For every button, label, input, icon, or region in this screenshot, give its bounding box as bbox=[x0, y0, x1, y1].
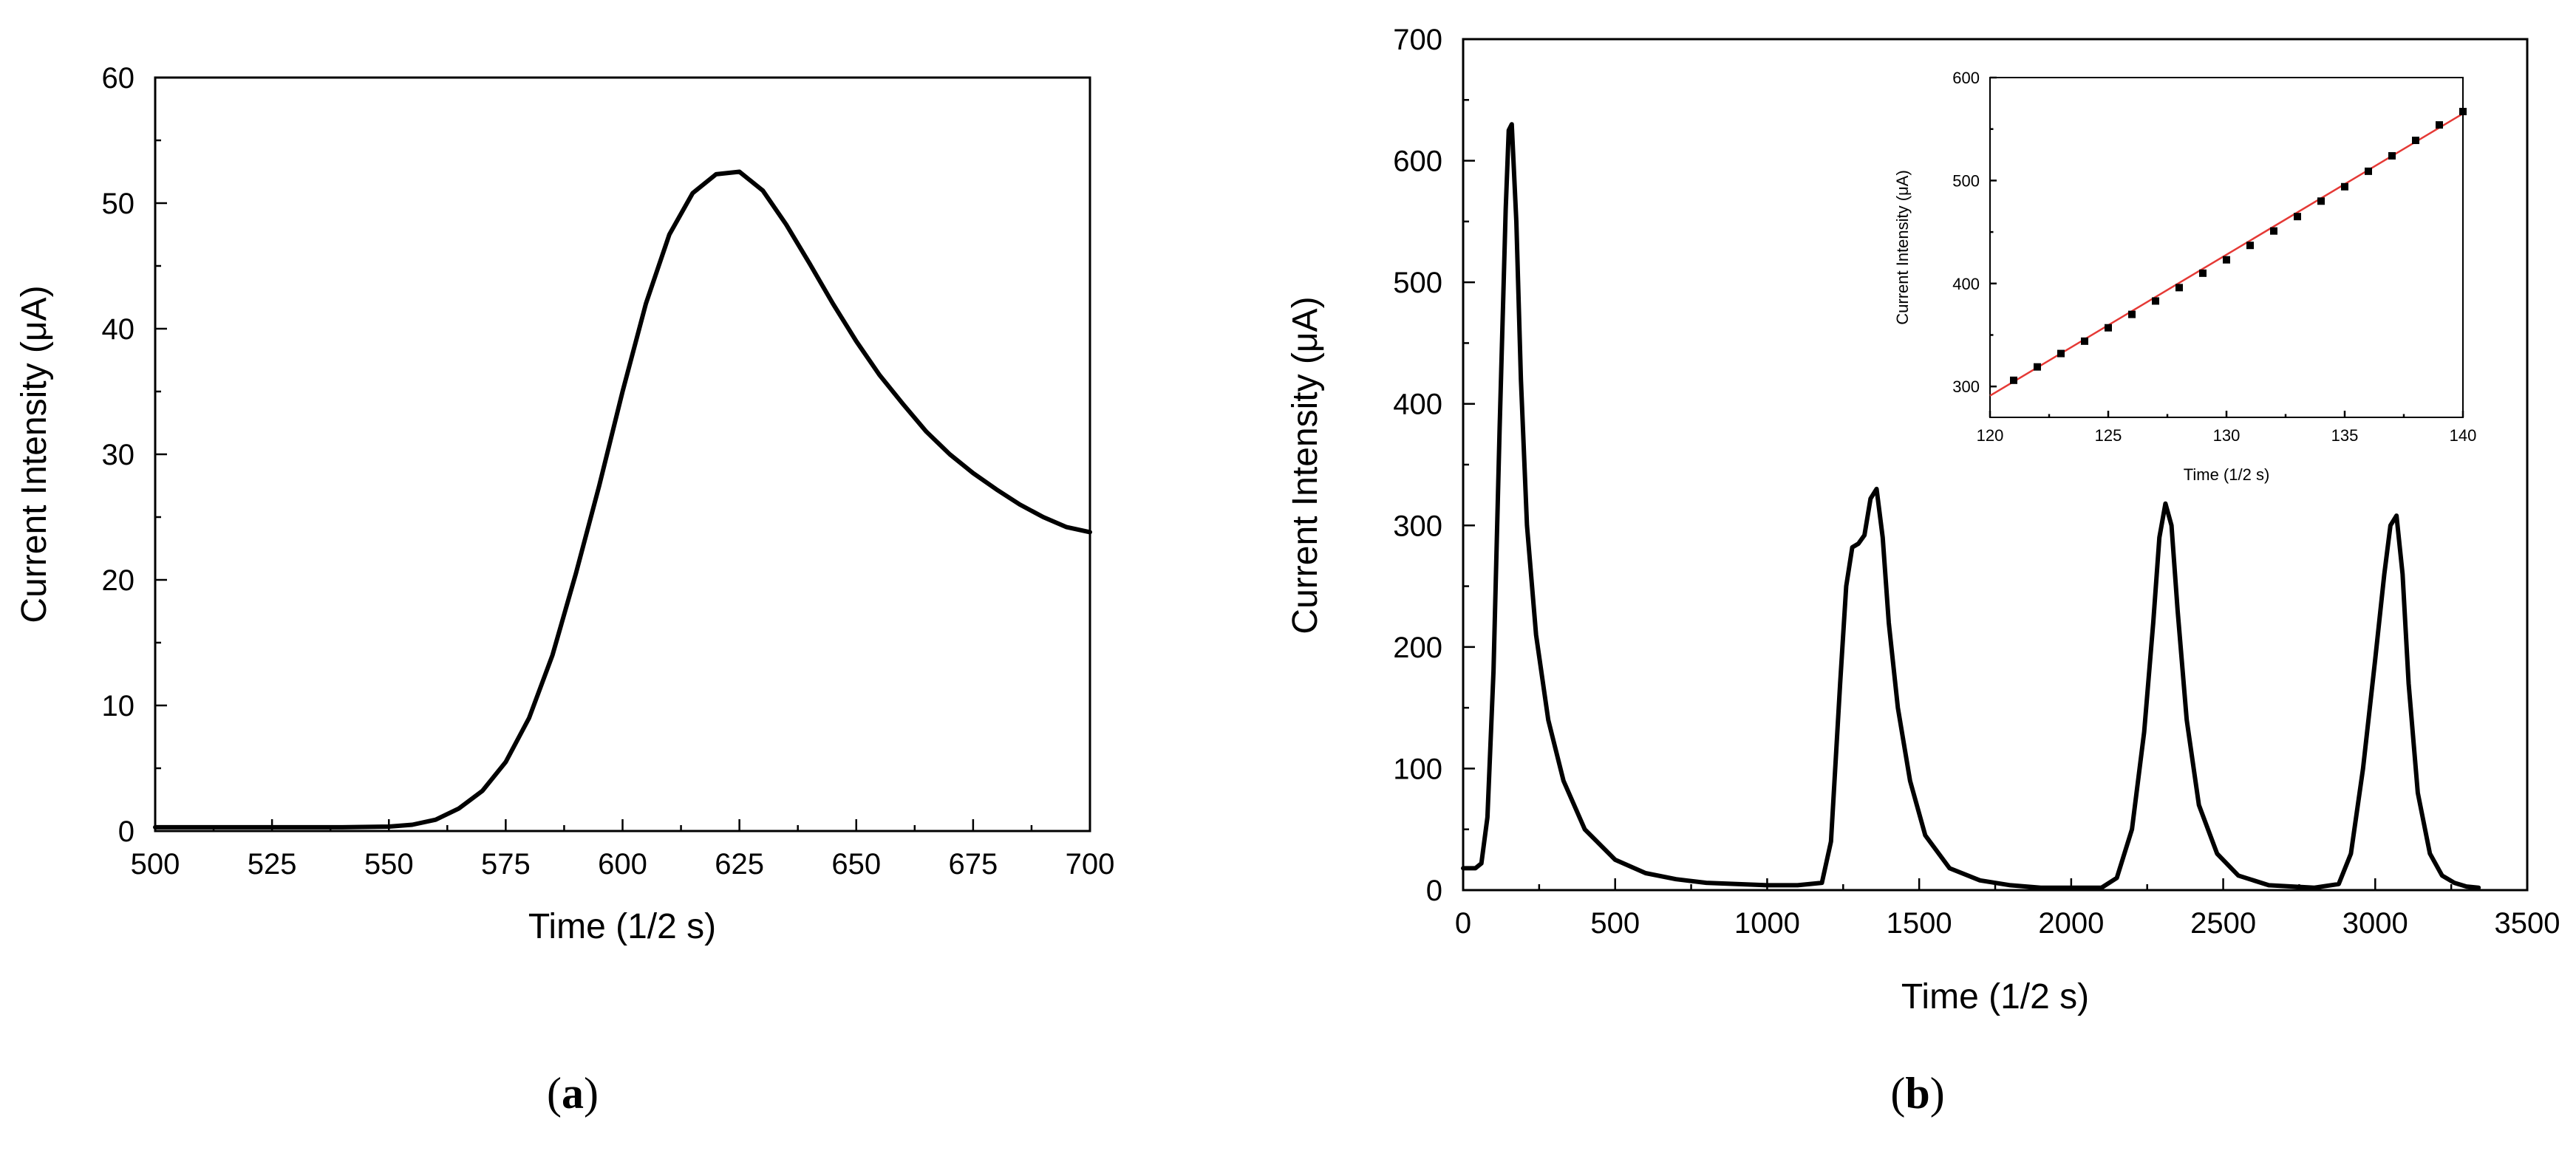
inset-data-point bbox=[2199, 269, 2207, 277]
chart-a-panel-letter: a bbox=[562, 1069, 584, 1118]
chart-a-y-tick-label: 60 bbox=[102, 62, 135, 95]
chart-b-inset: 120 125 130 135 140 300 400 500 600 Time (1/2 s)… bbox=[1893, 69, 2476, 484]
chart-a-y-tick-label: 50 bbox=[102, 188, 135, 220]
inset-data-point bbox=[2365, 167, 2372, 175]
inset-data-point bbox=[2246, 242, 2254, 250]
inset-x-tick-label: 120 bbox=[1977, 426, 2004, 445]
inset-x-axis-title: Time (1/2 s) bbox=[2184, 465, 2270, 484]
chart-a-y-tick-label: 40 bbox=[102, 313, 135, 346]
chart-a-x-axis-title: Time (1/2 s) bbox=[528, 907, 716, 946]
inset-data-point bbox=[2081, 337, 2088, 345]
chart-b-y-tick-label: 400 bbox=[1393, 389, 1442, 421]
inset-x-tick-label: 125 bbox=[2095, 426, 2122, 445]
inset-fit-line bbox=[1989, 112, 2464, 397]
inset-data-point bbox=[2105, 324, 2112, 332]
chart-b-x-tick-label: 2500 bbox=[2190, 907, 2256, 940]
chart-a-x-tick-label: 550 bbox=[364, 848, 414, 881]
inset-data-point bbox=[2152, 297, 2159, 305]
chart-b-y-tick-label: 700 bbox=[1393, 24, 1442, 56]
inset-data-point bbox=[2412, 137, 2419, 145]
chart-a-x-tick-label: 525 bbox=[248, 848, 297, 881]
chart-b-y-tick-label: 100 bbox=[1393, 753, 1442, 785]
chart-a: 500 525 550 575 600 625 650 675 700 0 10 20 30 40 50 60… bbox=[15, 62, 1114, 1118]
chart-b-x-tick-label: 3000 bbox=[2342, 907, 2408, 940]
chart-b: 0 500 1000 1500 2000 2500 3000 3500 0 100 200 300 40… bbox=[1286, 24, 2560, 1118]
inset-x-tick-label: 130 bbox=[2213, 426, 2241, 445]
inset-y-tick-label: 600 bbox=[1952, 69, 1980, 87]
chart-a-y-tick-label: 30 bbox=[102, 439, 135, 471]
chart-b-plot-frame bbox=[1462, 38, 2529, 892]
chart-a-x-tick-label: 625 bbox=[715, 848, 764, 881]
chart-b-y-tick-label: 0 bbox=[1426, 875, 1442, 907]
chart-a-x-tick-label: 675 bbox=[949, 848, 998, 881]
chart-a-x-tick-label: 575 bbox=[481, 848, 531, 881]
chart-a-y-tick-label: 20 bbox=[102, 564, 135, 597]
inset-y-axis-title: Current Intensity (μA) bbox=[1893, 170, 1912, 325]
inset-data-point bbox=[2317, 197, 2325, 205]
inset-y-tick-label: 400 bbox=[1952, 275, 1980, 293]
inset-data-point bbox=[2223, 256, 2230, 264]
chart-b-x-tick-label: 500 bbox=[1590, 907, 1640, 940]
inset-data-point bbox=[2436, 121, 2443, 129]
inset-data-point bbox=[2388, 151, 2396, 160]
chart-b-tick-labels: 0 500 1000 1500 2000 2500 3000 3500 0 100 200 300 40… bbox=[1393, 24, 2560, 940]
chart-b-y-tick-label: 300 bbox=[1393, 510, 1442, 542]
chart-a-y-tick-label: 10 bbox=[102, 690, 135, 722]
chart-a-x-tick-label: 600 bbox=[598, 848, 647, 881]
chart-b-y-tick-label: 600 bbox=[1393, 146, 1442, 178]
chart-a-tick-labels: 500 525 550 575 600 625 650 675 700 0 10 20 30 40 50 60 bbox=[102, 62, 1115, 881]
inset-data-point bbox=[2294, 213, 2301, 221]
inset-data-point bbox=[2128, 310, 2136, 318]
inset-data-point bbox=[2010, 376, 2017, 384]
chart-b-y-axis-title: Current Intensity (μA) bbox=[1286, 296, 1325, 634]
chart-b-y-tick-label: 200 bbox=[1393, 632, 1442, 664]
chart-a-y-tick-label: 0 bbox=[118, 816, 134, 848]
chart-a-y-axis-title: Current Intensity (μA) bbox=[15, 285, 54, 623]
chart-b-x-tick-label: 2000 bbox=[2038, 907, 2104, 940]
inset-data-point bbox=[2459, 108, 2467, 115]
chart-b-series-line bbox=[1461, 122, 2481, 890]
inset-data-point bbox=[2175, 284, 2183, 292]
chart-b-x-axis-title: Time (1/2 s) bbox=[1901, 977, 2089, 1016]
chart-a-series-line bbox=[153, 169, 1092, 830]
chart-a-x-tick-label: 500 bbox=[131, 848, 180, 881]
inset-data-point bbox=[2057, 349, 2065, 358]
chart-a-panel-label: (a) bbox=[547, 1069, 599, 1118]
chart-b-panel-label: (b) bbox=[1890, 1069, 1944, 1118]
chart-b-y-tick-label: 500 bbox=[1393, 267, 1442, 299]
chart-b-x-tick-label: 1000 bbox=[1734, 907, 1800, 940]
inset-data-point bbox=[2270, 227, 2277, 235]
chart-b-x-tick-label: 0 bbox=[1455, 907, 1471, 940]
inset-tick-labels: 120 125 130 135 140 300 400 500 600 bbox=[1952, 69, 2476, 445]
inset-x-tick-label: 135 bbox=[2331, 426, 2359, 445]
inset-y-tick-label: 300 bbox=[1952, 377, 1980, 396]
chart-b-panel-letter: b bbox=[1905, 1069, 1929, 1118]
inset-x-tick-label: 140 bbox=[2450, 426, 2477, 445]
chart-b-ticks bbox=[1462, 38, 2529, 892]
inset-y-tick-label: 500 bbox=[1952, 171, 1980, 190]
inset-plot-frame bbox=[1989, 77, 2464, 418]
inset-ticks bbox=[1989, 76, 2464, 417]
chart-a-x-tick-label: 650 bbox=[831, 848, 881, 881]
chart-b-x-tick-label: 1500 bbox=[1887, 907, 1952, 940]
inset-data-point bbox=[2034, 363, 2041, 371]
inset-data-point bbox=[2341, 182, 2348, 191]
chart-a-x-tick-label: 700 bbox=[1066, 848, 1115, 881]
inset-points bbox=[2010, 108, 2467, 384]
chart-b-x-tick-label: 3500 bbox=[2495, 907, 2560, 940]
